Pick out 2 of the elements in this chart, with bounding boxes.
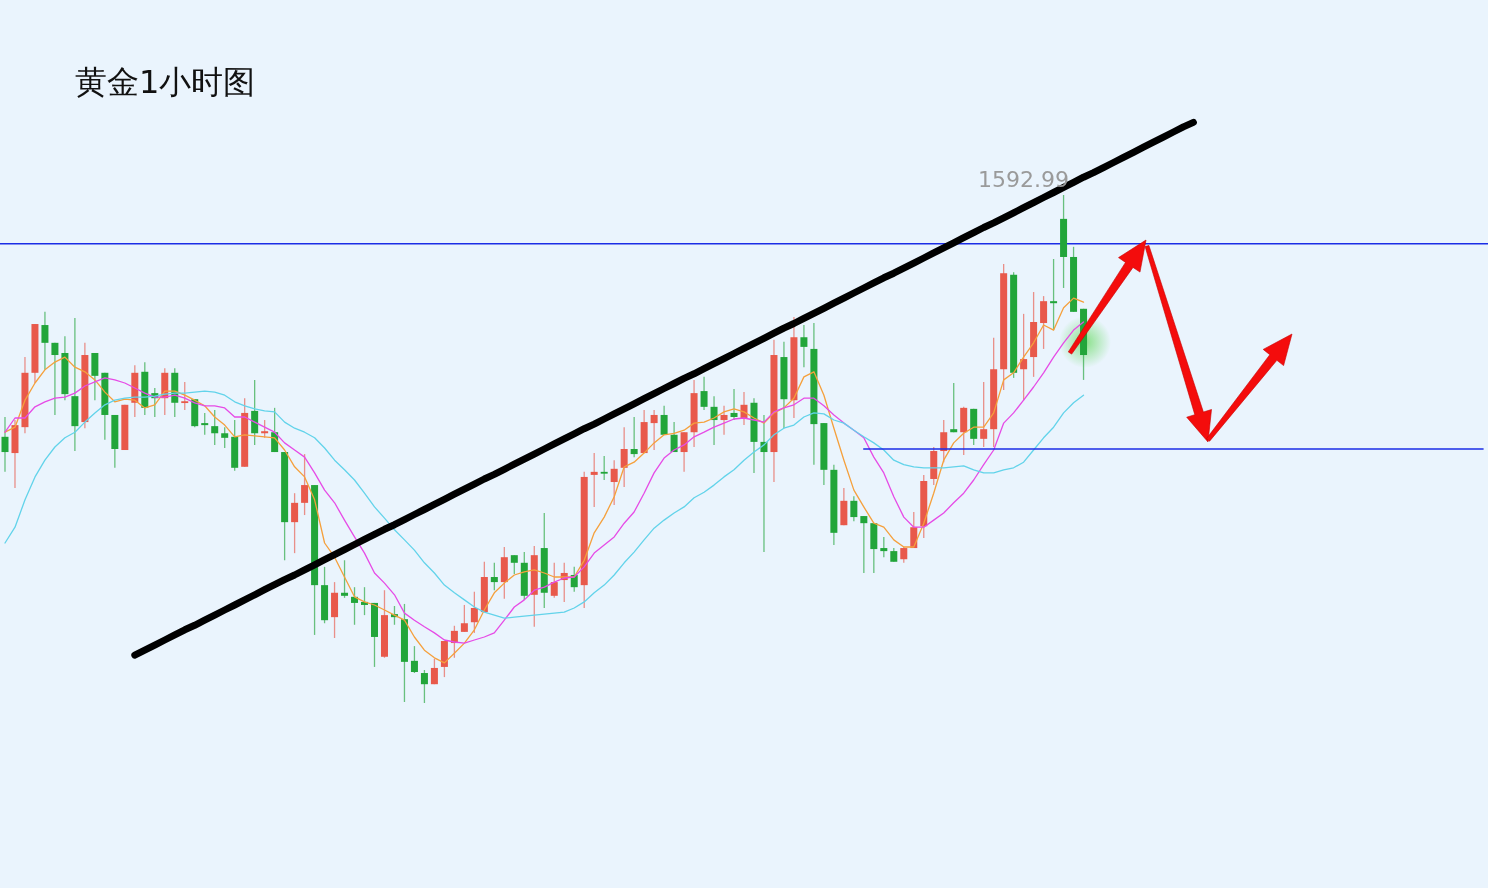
annotation: 1592.99: [978, 167, 1070, 192]
title: 黄金1小时图: [75, 63, 256, 101]
